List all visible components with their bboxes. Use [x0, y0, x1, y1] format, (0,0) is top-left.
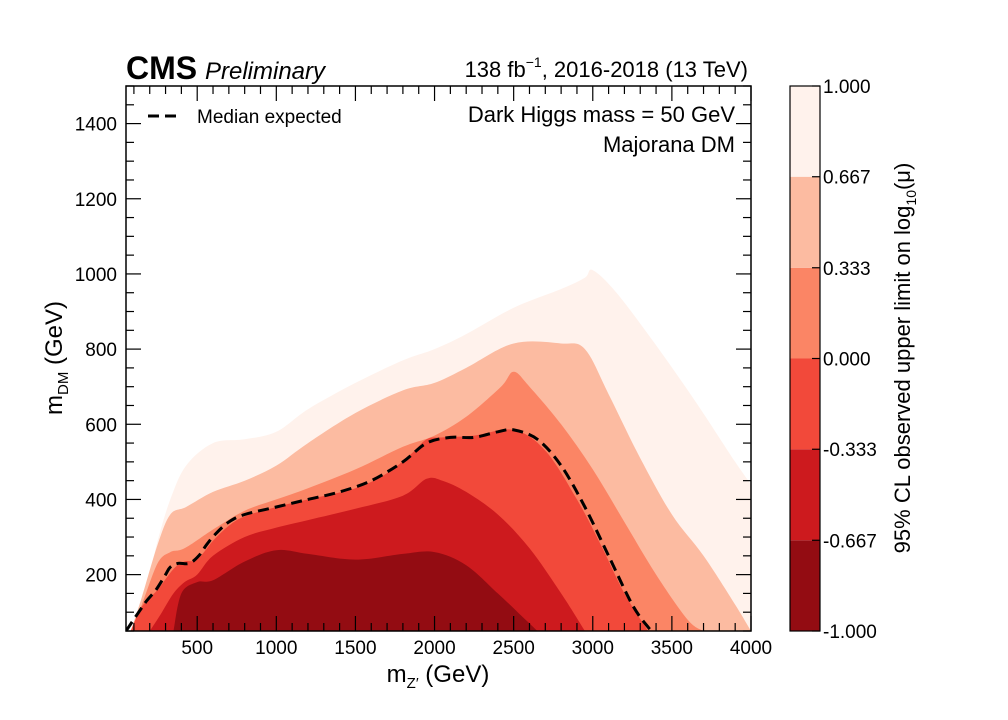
- x-tick-label-0: 500: [181, 638, 213, 659]
- luminosity-exponent: −1: [526, 54, 542, 70]
- y-tick-label-3: 800: [85, 340, 117, 361]
- x-tick-label-6: 3500: [651, 638, 693, 659]
- colorbar-tick-label-5: -0.667: [823, 531, 877, 552]
- x-tick-label-7: 4000: [730, 638, 772, 659]
- colorbar-tick-label-6: -1.000: [823, 622, 877, 643]
- colorbar-tick-label-3: 0.000: [823, 350, 871, 371]
- y-axis-title: mDM (GeV): [41, 301, 72, 415]
- x-tick-label-4: 2500: [493, 638, 535, 659]
- colorbar-band-0: [790, 540, 820, 631]
- y-tick-label-5: 1200: [75, 190, 117, 211]
- colorbar: 1.000 0.667 0.333 0.000 -0.333 -0.667 -1.000: [789, 77, 877, 643]
- colorbar-band-4: [790, 176, 820, 268]
- x-tick-label-3: 2000: [413, 638, 455, 659]
- annotation-majorana-dm: Majorana DM: [603, 132, 735, 157]
- colorbar-band-1: [790, 449, 820, 541]
- colorbar-title: 95% CL observed upper limit on log10(μ): [890, 163, 919, 554]
- status-label: Preliminary: [205, 58, 327, 85]
- plot-frame: [125, 85, 752, 632]
- colorbar-tick-label-0: 1.000: [823, 77, 871, 98]
- y-tick-label-4: 1000: [75, 265, 117, 286]
- x-tick-label-1: 1000: [255, 638, 297, 659]
- colorbar-tick-label-1: 0.667: [823, 168, 871, 189]
- colorbar-band-5: [790, 86, 820, 177]
- axes: 500 1000 1500 2000 2500 3000 3500 4000 200 400 600…: [75, 85, 772, 659]
- x-axis-title: mZ′ (GeV): [387, 661, 490, 692]
- colorbar-band-2: [790, 358, 820, 450]
- y-tick-label-6: 1400: [75, 115, 117, 136]
- annotation-dark-higgs-mass: Dark Higgs mass = 50 GeV: [468, 102, 735, 127]
- colorbar-tick-label-4: -0.333: [823, 440, 877, 461]
- colorbar-tick-label-2: 0.333: [823, 259, 871, 280]
- x-tick-label-2: 1500: [334, 638, 376, 659]
- y-tick-label-1: 400: [85, 490, 117, 511]
- luminosity-label: 138 fb−1, 2016-2018 (13 TeV): [465, 54, 748, 82]
- y-tick-label-2: 600: [85, 415, 117, 436]
- legend: Median expected: [148, 107, 342, 128]
- x-tick-label-5: 3000: [572, 638, 614, 659]
- luminosity-main: 138 fb: [465, 57, 526, 82]
- experiment-label: CMS: [126, 50, 197, 86]
- luminosity-rest: , 2016-2018 (13 TeV): [542, 57, 748, 82]
- y-tick-label-0: 200: [85, 566, 117, 587]
- contour-band-5: [173, 549, 538, 631]
- colorbar-band-3: [790, 267, 820, 359]
- contour-layer: [130, 269, 751, 631]
- median-expected-line: [126, 428, 654, 631]
- legend-median-expected: Median expected: [197, 107, 342, 128]
